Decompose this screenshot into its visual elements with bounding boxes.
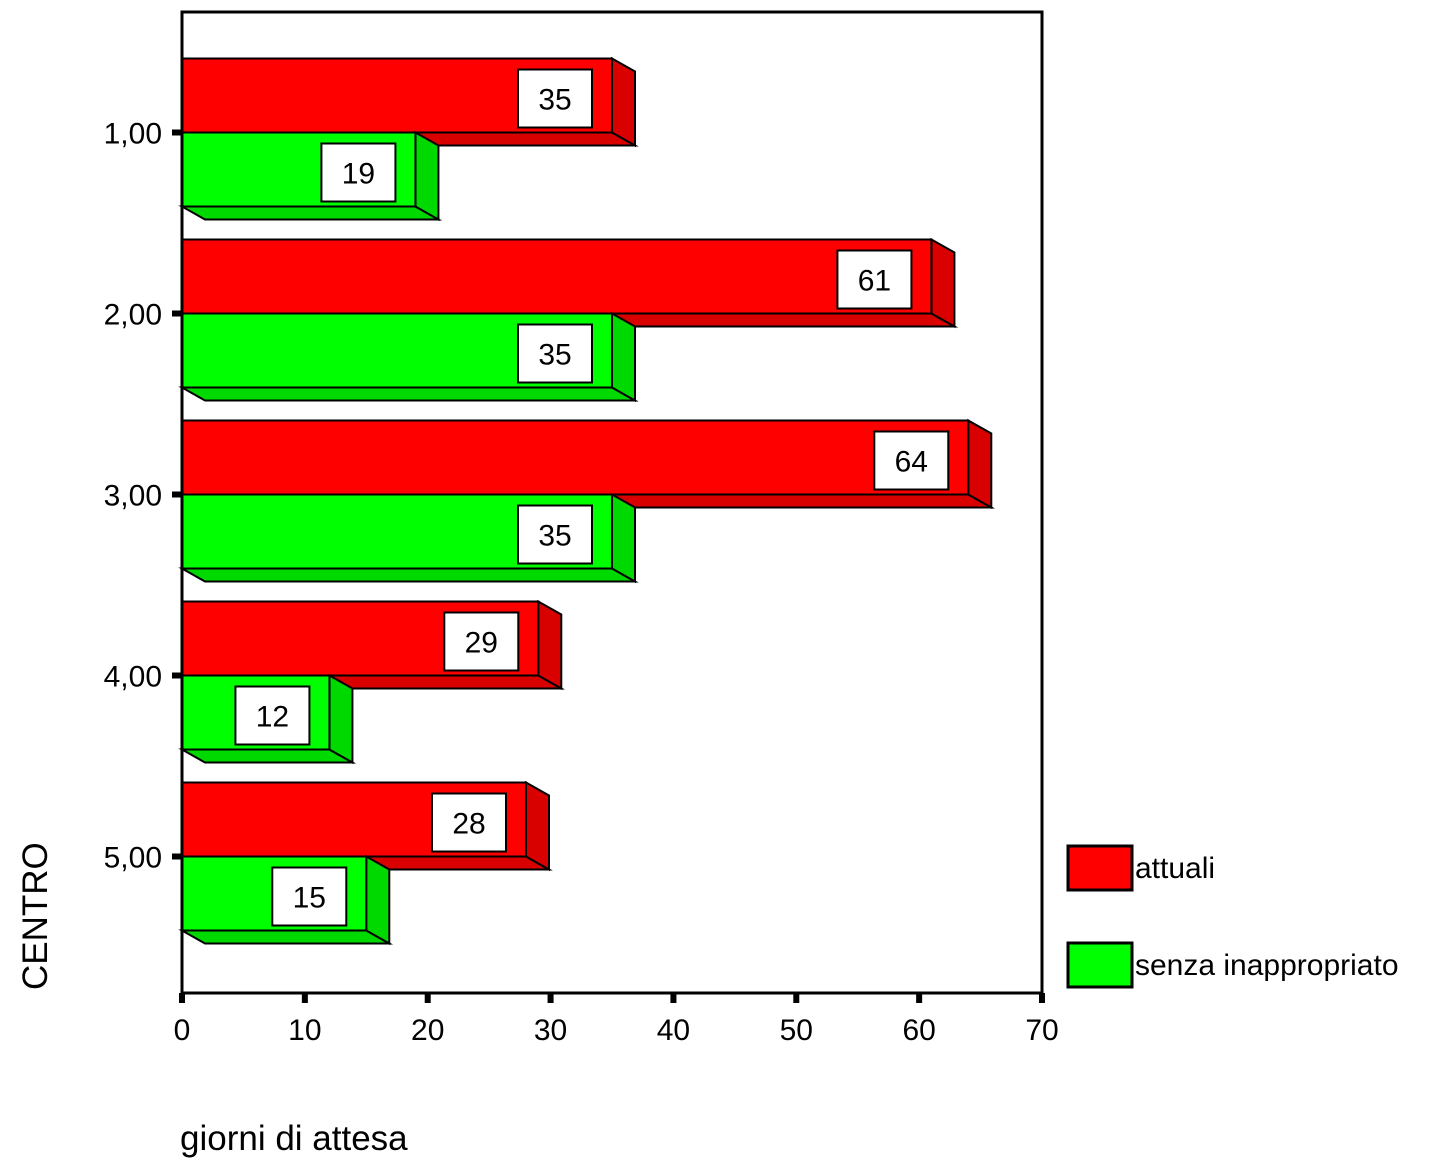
- data-label: 35: [538, 339, 571, 372]
- data-label-box: [443, 611, 520, 672]
- y-axis-ticks: 1,00 2,00 3,00 4,00 5,00: [104, 118, 182, 875]
- bar-front-face: [181, 419, 970, 496]
- bar-side-face: [365, 854, 391, 946]
- x-tick-mark: [301, 993, 308, 1003]
- data-label: 12: [256, 701, 289, 734]
- data-label: 28: [452, 808, 485, 841]
- data-label: 15: [293, 882, 326, 915]
- x-tick-mark: [916, 993, 923, 1003]
- y-tick-mark: [172, 310, 182, 317]
- x-axis-title: giorni di attesa: [180, 1119, 408, 1158]
- legend-label-attuali: attuali: [1135, 852, 1215, 885]
- x-tick-label: 60: [902, 1014, 935, 1047]
- x-axis-ticks: 0 10 20 30 40 50 60 70: [174, 993, 1059, 1047]
- bar-senza-inappropriato-5: 15: [178, 854, 394, 946]
- bar-senza-inappropriato-2: 35: [178, 311, 639, 403]
- plot-area-frame: [180, 10, 1044, 995]
- x-tick-mark: [547, 993, 554, 1003]
- data-label-box: [517, 323, 593, 384]
- bar-senza-inappropriato-3: 35: [178, 492, 639, 584]
- bar-attuali-4: 29: [178, 599, 566, 691]
- legend-swatch-senza-inappropriato: [1066, 941, 1134, 989]
- legend-swatch-attuali: [1066, 844, 1134, 892]
- data-label-box: [517, 68, 593, 129]
- data-label-box: [517, 504, 593, 565]
- bar-bottom-face: [178, 567, 639, 583]
- data-label: 64: [895, 446, 928, 479]
- x-tick-mark: [670, 993, 677, 1003]
- y-tick-label: 5,00: [104, 842, 162, 875]
- data-label-box: [234, 685, 311, 746]
- bar-senza-inappropriato-4: 12: [178, 673, 357, 765]
- x-tick-label: 20: [411, 1014, 444, 1047]
- bar-bottom-face: [178, 205, 443, 221]
- legend: attuali senza inappropriato: [1066, 844, 1399, 989]
- bar-bottom-face: [178, 929, 394, 945]
- bar-bottom-face: [178, 748, 357, 764]
- bar-front-face: [181, 238, 933, 315]
- y-axis-title: CENTRO: [16, 842, 55, 990]
- data-label-box: [320, 142, 397, 203]
- x-tick-mark: [424, 993, 431, 1003]
- data-label-box: [873, 430, 950, 491]
- bar-attuali-3: 64: [178, 418, 996, 510]
- bar-side-face: [525, 780, 550, 872]
- x-tick-mark: [793, 993, 800, 1003]
- y-tick-mark: [172, 491, 182, 498]
- bar-side-face: [414, 130, 440, 222]
- x-tick-label: 40: [657, 1014, 690, 1047]
- bar-side-face: [930, 237, 956, 329]
- x-tick-label: 0: [174, 1014, 191, 1047]
- data-label: 35: [538, 520, 571, 553]
- bar-senza-inappropriato-1: 19: [178, 130, 443, 222]
- y-tick-label: 1,00: [104, 118, 162, 151]
- y-tick-label: 4,00: [104, 661, 162, 694]
- bar-side-face: [537, 599, 563, 691]
- x-tick-label: 10: [288, 1014, 321, 1047]
- bar-side-face: [611, 311, 636, 403]
- bar-side-face: [611, 492, 636, 584]
- bar-side-face: [967, 418, 993, 510]
- data-label-box: [431, 792, 507, 853]
- data-label: 35: [538, 84, 571, 117]
- y-tick-mark: [172, 672, 182, 679]
- x-tick-label: 50: [780, 1014, 813, 1047]
- y-tick-label: 2,00: [104, 299, 162, 332]
- y-tick-mark: [172, 853, 182, 860]
- bar-side-face: [611, 56, 636, 148]
- data-label: 29: [465, 627, 498, 660]
- data-label-box: [836, 249, 913, 310]
- x-tick-label: 30: [534, 1014, 567, 1047]
- data-label: 61: [858, 265, 891, 298]
- bar-side-face: [328, 673, 354, 765]
- data-label-box: [271, 866, 348, 927]
- x-tick-label: 70: [1025, 1014, 1058, 1047]
- bars-layer: 35 19 61 35 64 35 29 12 28 15: [178, 56, 996, 946]
- y-tick-mark: [172, 129, 182, 136]
- x-tick-mark: [179, 993, 185, 1003]
- data-label: 19: [342, 158, 375, 191]
- x-tick-mark: [1039, 993, 1045, 1003]
- y-tick-label: 3,00: [104, 480, 162, 513]
- legend-label-senza-inappropriato: senza inappropriato: [1135, 949, 1399, 982]
- bar-bottom-face: [178, 386, 639, 402]
